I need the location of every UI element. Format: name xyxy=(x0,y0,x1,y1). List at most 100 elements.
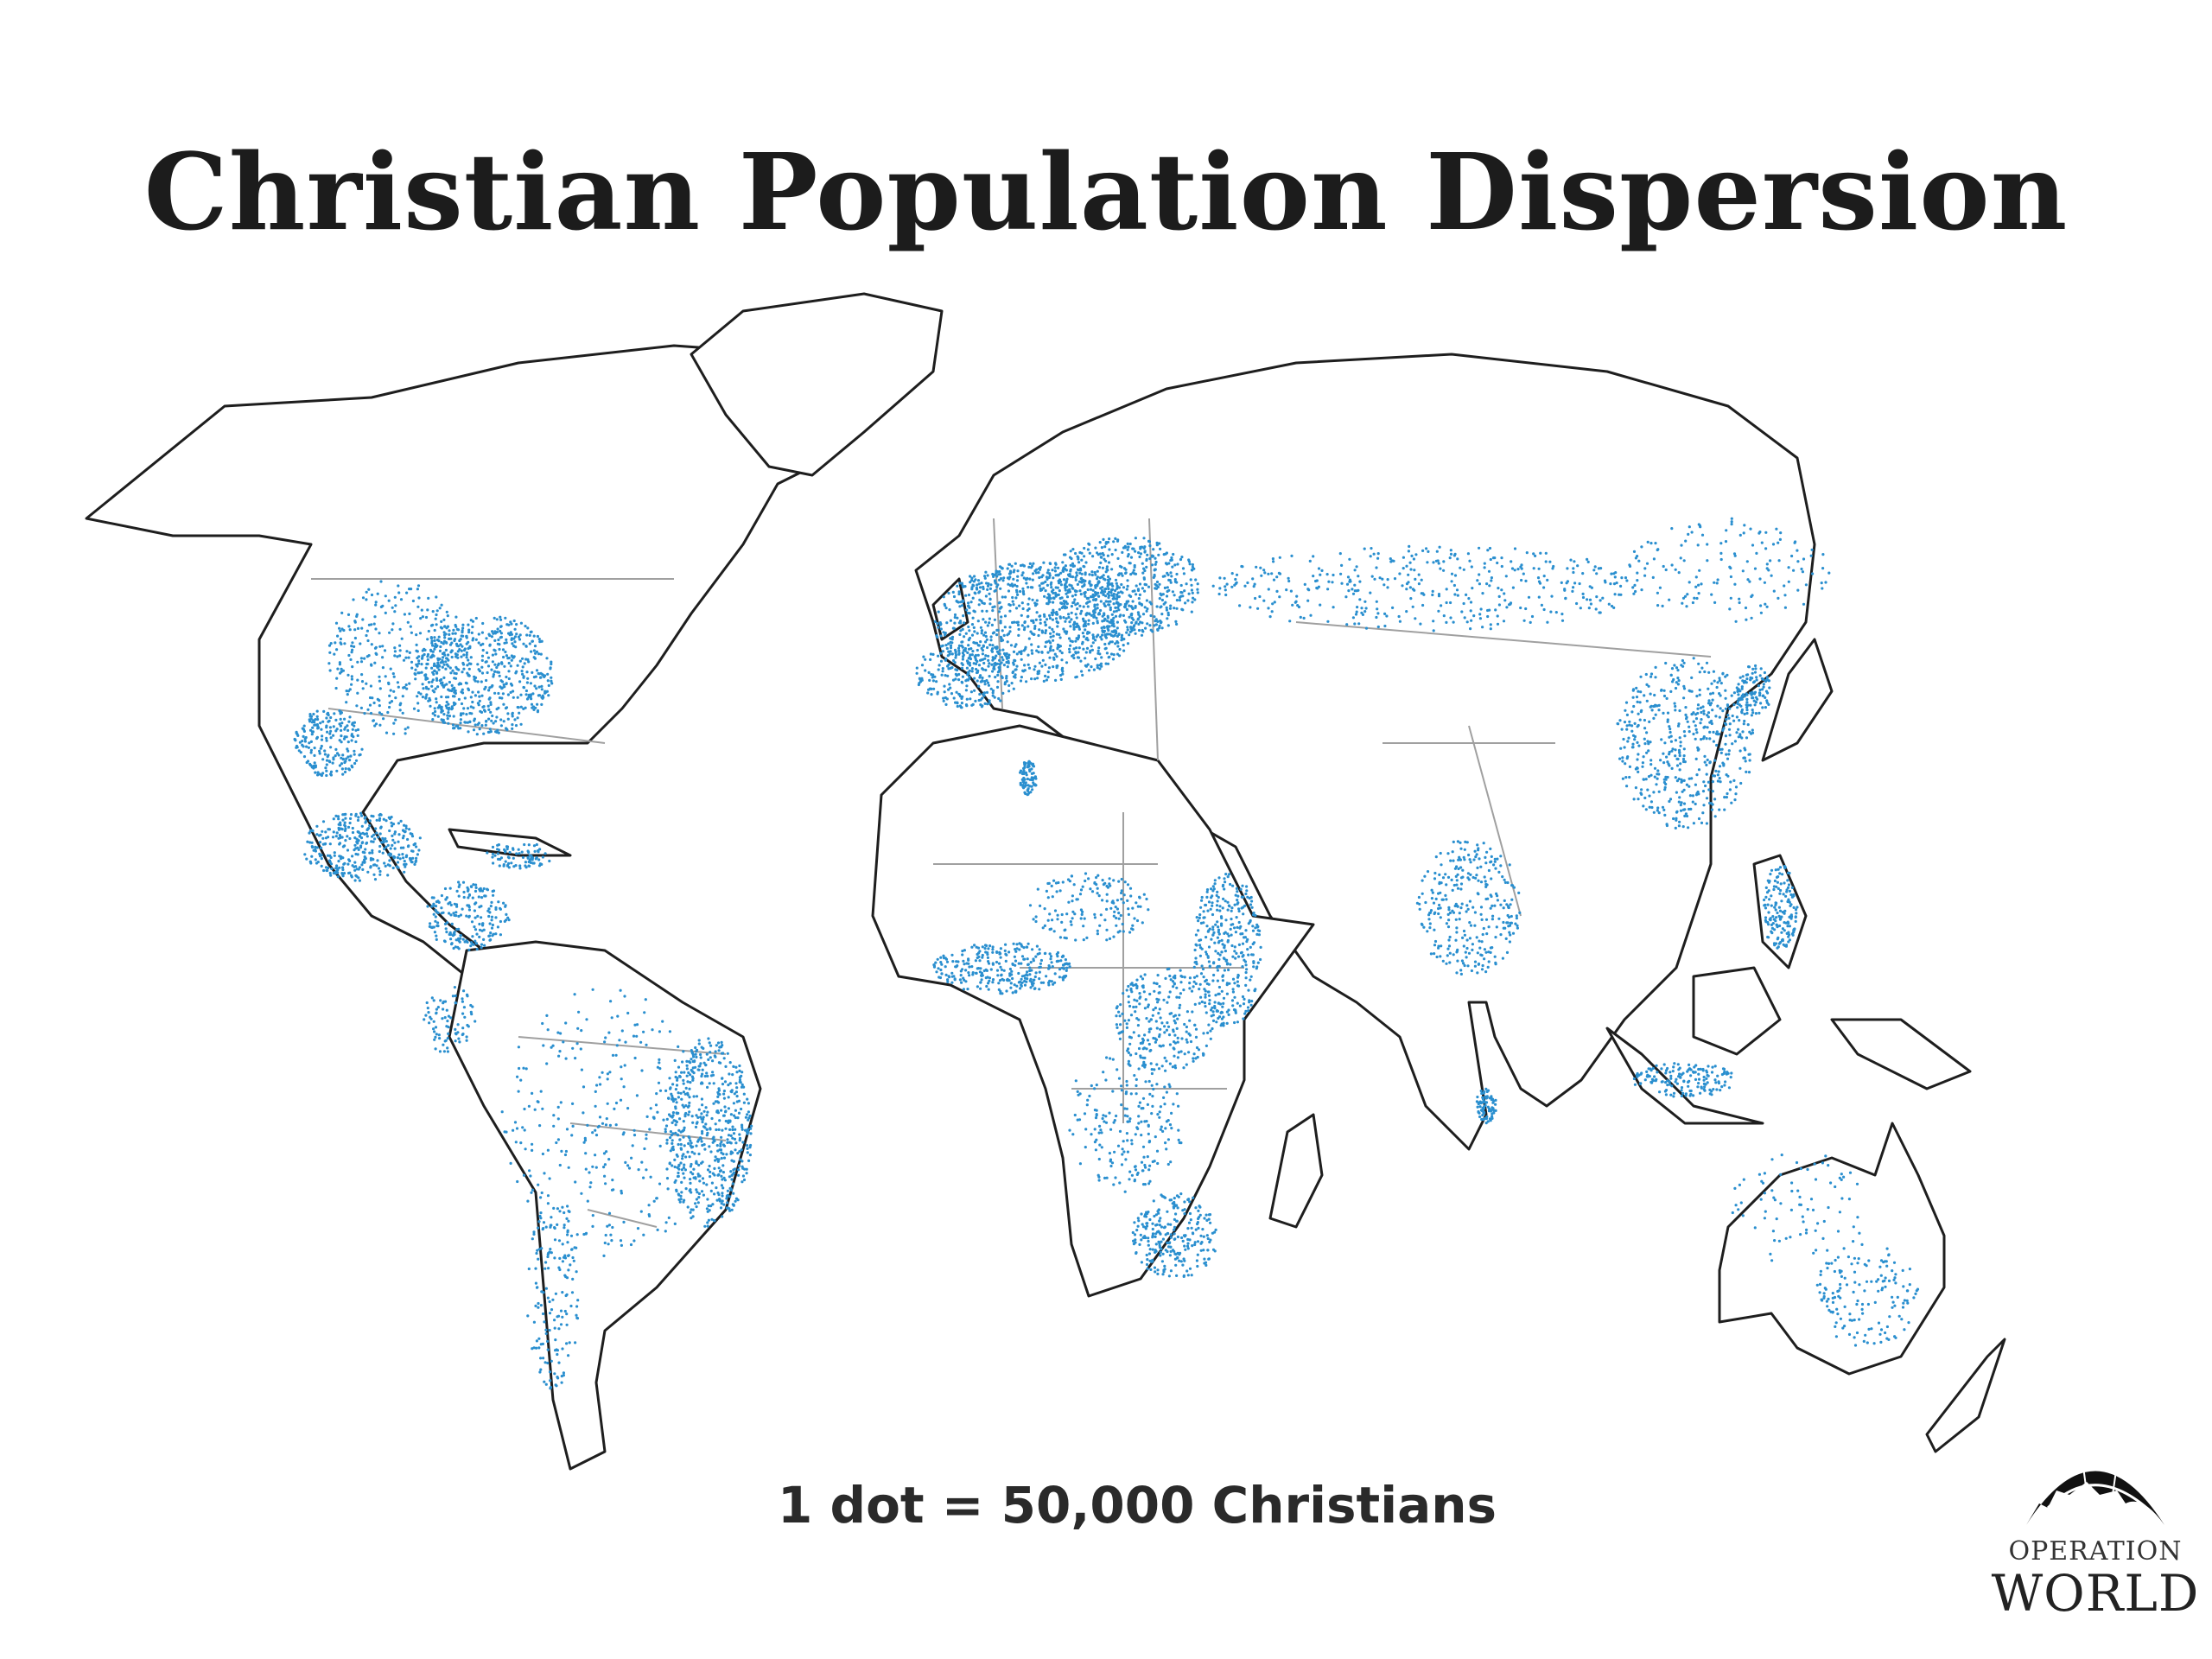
population-dot xyxy=(1061,569,1065,573)
population-dot xyxy=(544,1225,548,1229)
population-dot xyxy=(1058,976,1061,979)
population-dot xyxy=(1160,626,1164,630)
population-dot xyxy=(549,667,552,671)
population-dot xyxy=(932,687,936,690)
population-dot xyxy=(1022,946,1026,950)
population-dot xyxy=(697,1192,702,1196)
population-dot xyxy=(1112,616,1116,620)
population-dot xyxy=(1005,978,1009,982)
population-dot xyxy=(438,704,442,708)
population-dot xyxy=(1182,572,1185,575)
population-dot xyxy=(315,715,319,719)
population-dot xyxy=(944,633,947,637)
population-dot xyxy=(496,925,500,929)
population-dot xyxy=(588,1171,591,1174)
population-dot xyxy=(376,859,379,862)
population-dot xyxy=(313,761,316,765)
population-dot xyxy=(631,1144,634,1147)
population-dot xyxy=(1083,546,1086,550)
population-dot xyxy=(1011,962,1014,966)
population-dot xyxy=(965,697,969,701)
population-dot xyxy=(338,842,342,845)
population-dot xyxy=(984,594,988,598)
population-dot xyxy=(446,717,449,721)
population-dot xyxy=(615,1044,619,1047)
population-dot xyxy=(307,746,310,749)
population-dot xyxy=(671,1139,674,1142)
population-dot xyxy=(334,835,338,838)
population-dot xyxy=(537,1257,540,1261)
population-dot xyxy=(1039,621,1042,625)
population-dot xyxy=(1033,601,1037,605)
population-dot xyxy=(541,1228,544,1231)
population-dot xyxy=(1072,626,1076,629)
population-dot xyxy=(999,576,1003,581)
population-dot xyxy=(607,1243,610,1246)
population-dot xyxy=(354,759,359,762)
population-dot xyxy=(746,1144,749,1147)
population-dot xyxy=(427,699,430,702)
population-dot xyxy=(1116,645,1120,648)
population-dot xyxy=(1039,588,1044,592)
population-dot xyxy=(1109,652,1114,656)
population-dot xyxy=(703,1126,707,1129)
population-dot xyxy=(690,1141,693,1145)
population-dot xyxy=(620,1065,623,1069)
population-dot xyxy=(1034,971,1038,975)
population-dot xyxy=(1007,979,1011,982)
population-dot xyxy=(953,615,957,620)
population-dot xyxy=(490,900,493,904)
population-dot xyxy=(702,1181,706,1185)
population-dot xyxy=(971,583,975,587)
population-dot xyxy=(1018,604,1021,607)
population-dot xyxy=(1048,952,1052,956)
population-dot xyxy=(445,610,448,613)
population-dot xyxy=(1094,657,1097,661)
population-dot xyxy=(1074,578,1077,582)
population-dot xyxy=(594,1104,597,1108)
population-dot xyxy=(1095,635,1098,639)
population-dot xyxy=(1001,648,1005,652)
population-dot xyxy=(480,631,485,634)
population-dot xyxy=(700,1097,704,1101)
population-dot xyxy=(689,1139,692,1142)
population-dot xyxy=(1217,928,1221,931)
population-dot xyxy=(603,1241,607,1245)
population-dot xyxy=(1069,575,1072,578)
population-dot xyxy=(658,1182,662,1185)
population-dot xyxy=(381,656,385,659)
population-dot xyxy=(305,745,308,748)
population-dot xyxy=(699,1056,702,1059)
population-dot xyxy=(731,1125,734,1128)
population-dot xyxy=(1090,665,1093,669)
population-dot xyxy=(707,1218,711,1222)
population-dot xyxy=(1239,925,1243,928)
population-dot xyxy=(403,870,406,874)
population-dot xyxy=(502,702,505,706)
population-dot xyxy=(556,1138,561,1141)
population-dot xyxy=(349,658,353,661)
population-dot xyxy=(1001,658,1005,662)
population-dot xyxy=(402,856,405,860)
population-dot xyxy=(695,1205,698,1209)
population-dot xyxy=(353,861,357,864)
population-dot xyxy=(523,662,526,665)
population-dot xyxy=(723,1105,727,1109)
population-dot xyxy=(1251,942,1255,946)
population-dot xyxy=(918,682,921,685)
population-dot xyxy=(951,626,955,630)
population-dot xyxy=(986,976,989,979)
population-dot xyxy=(320,857,323,861)
population-dot xyxy=(1093,570,1096,575)
population-dot xyxy=(346,724,349,728)
population-dot xyxy=(499,636,502,639)
population-dot xyxy=(515,632,518,636)
population-dot xyxy=(1020,962,1023,965)
population-dot xyxy=(992,667,995,671)
population-dot xyxy=(469,944,473,948)
population-dot xyxy=(1153,624,1156,627)
population-dot xyxy=(1005,953,1008,957)
population-dot xyxy=(310,766,314,769)
population-dot xyxy=(399,846,403,849)
population-dot xyxy=(1020,977,1023,981)
